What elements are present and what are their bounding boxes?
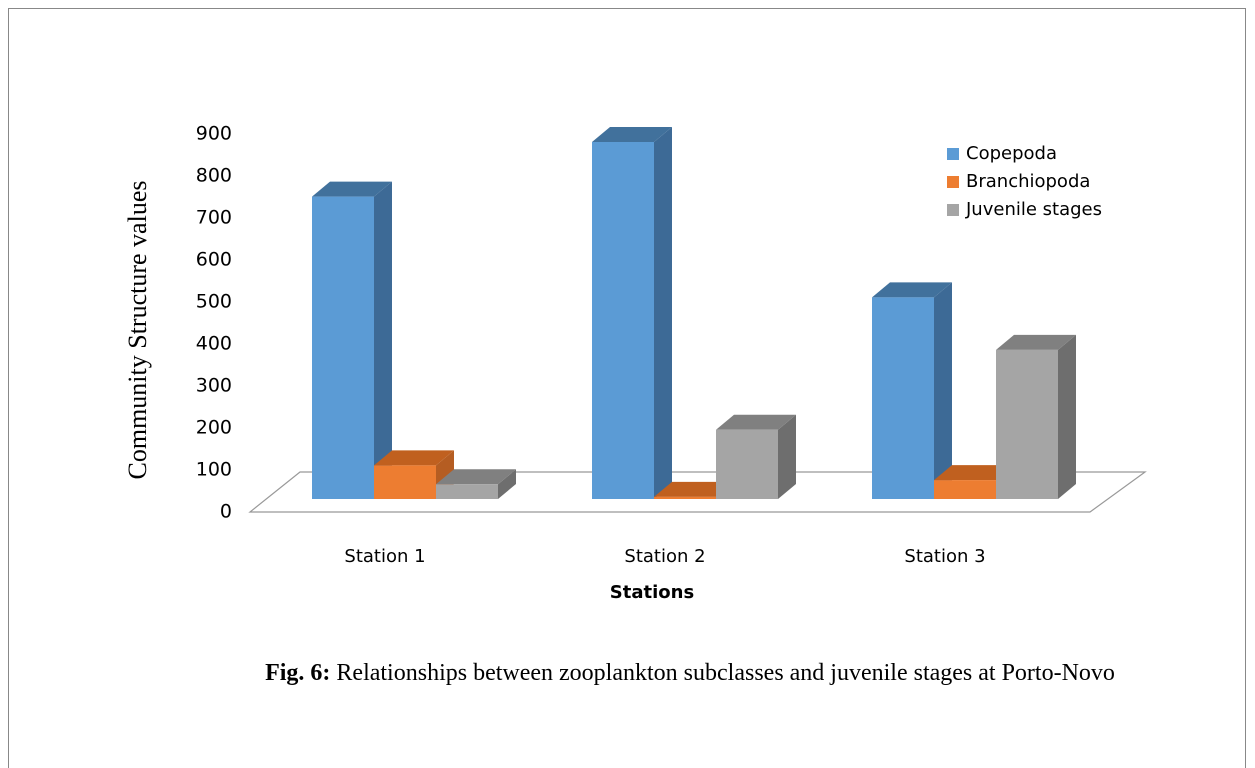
y-tick-label: 400 (196, 333, 232, 355)
bar-top (374, 450, 454, 466)
y-tick-label: 800 (196, 165, 232, 187)
bar-front (654, 496, 716, 499)
y-tick-label: 500 (196, 291, 232, 313)
bar-front (374, 465, 436, 499)
legend-label: Copepoda (966, 143, 1057, 164)
floor (248, 471, 1147, 513)
bar-top (872, 282, 952, 298)
bar-front (436, 484, 498, 499)
bar-top (436, 469, 516, 485)
bar-side (498, 469, 516, 499)
x-tick-label: Station 3 (904, 546, 985, 567)
bar-front (934, 480, 996, 499)
bar (872, 282, 952, 499)
legend-label: Branchiopoda (966, 171, 1090, 192)
frame (8, 8, 1246, 768)
caption-label: Fig. 6: (265, 660, 331, 686)
x-tick-label: Station 2 (624, 546, 705, 567)
caption: Fig. 6: Relationships between zooplankto… (170, 658, 1210, 688)
caption-text: Relationships between zooplankton subcla… (336, 660, 1115, 686)
y-tick-label: 0 (220, 501, 232, 523)
bar (996, 334, 1076, 499)
legend-label: Juvenile stages (965, 199, 1102, 220)
y-tick-label: 700 (196, 207, 232, 229)
bar-side (1058, 334, 1076, 499)
y-tick-label: 900 (196, 123, 232, 145)
y-tick-label: 600 (196, 249, 232, 271)
bar-top (592, 127, 672, 142)
bar-side (778, 414, 796, 499)
bar-front (996, 349, 1058, 499)
y-axis-label: Community Structure values (123, 181, 152, 480)
bar-front (312, 196, 374, 499)
bar-side (374, 181, 392, 499)
bar-side (654, 127, 672, 499)
bar-top (934, 465, 1014, 481)
bar-front (592, 142, 654, 499)
y-tick-label: 200 (196, 417, 232, 439)
bar-side (934, 282, 952, 499)
bar-top (654, 481, 734, 497)
bar-front (872, 297, 934, 499)
x-axis-label: Stations (610, 582, 694, 603)
bar-top (996, 334, 1076, 350)
bar-top (716, 414, 796, 430)
bar-top (312, 181, 392, 197)
y-tick-label: 100 (196, 459, 232, 481)
y-tick-label: 300 (196, 375, 232, 397)
x-tick-label: Station 1 (344, 546, 425, 567)
bar (592, 127, 672, 499)
legend-swatch (947, 176, 959, 188)
bar-front (716, 429, 778, 499)
bar (436, 469, 516, 499)
bar (312, 181, 392, 499)
legend-swatch (947, 204, 959, 216)
bar (716, 414, 796, 499)
legend-swatch (947, 148, 959, 160)
